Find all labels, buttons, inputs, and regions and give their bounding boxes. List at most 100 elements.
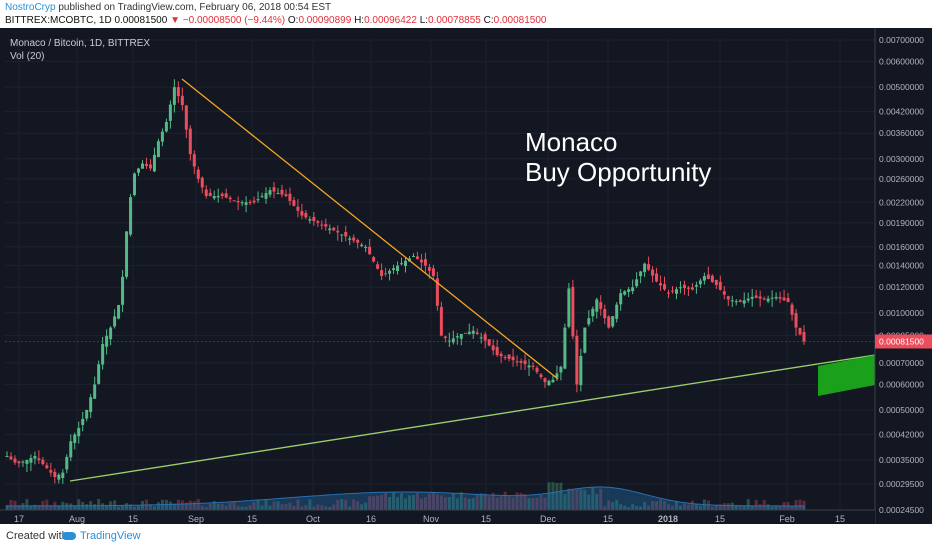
volume-bar [611, 502, 615, 510]
candle-body [611, 316, 615, 327]
volume-bar [531, 497, 535, 510]
volume-bar [686, 504, 690, 510]
candle-body [790, 304, 794, 315]
candle-body [260, 196, 264, 198]
candle-body [156, 141, 160, 158]
candle-body [81, 418, 85, 425]
candle-body [360, 244, 364, 247]
candle-body [463, 332, 467, 334]
candle-body [204, 189, 208, 197]
volume-bar [527, 498, 531, 510]
candle-body [659, 283, 663, 286]
volume-bar [746, 499, 750, 510]
volume-bar [595, 493, 599, 510]
volume-bar [639, 506, 643, 510]
candle-body [415, 256, 419, 260]
candle-body [376, 264, 380, 269]
volume-bar [563, 494, 567, 510]
candle-body [368, 246, 372, 255]
candle-body [770, 297, 774, 299]
candle-body [519, 361, 523, 363]
volume-bar [220, 503, 224, 510]
volume-bar [392, 492, 396, 510]
candle-body [117, 305, 121, 319]
candle-body [515, 361, 519, 363]
price-tick-label: 0.00300000 [879, 154, 924, 164]
volume-bar [758, 504, 762, 510]
candle-body [380, 270, 384, 277]
volume-bar [137, 506, 141, 510]
candle-body [224, 193, 228, 198]
author-link[interactable]: NostroCryp [5, 2, 56, 13]
candle-body [495, 346, 499, 356]
candle-body [49, 470, 53, 473]
candle-body [272, 187, 276, 192]
candle-body [599, 302, 603, 309]
time-tick-label: Dec [540, 514, 557, 524]
candle-body [41, 459, 45, 465]
candle-body [216, 196, 220, 198]
candle-body [411, 255, 415, 257]
chart-area[interactable]: 0.00700000 0.00600000 0.00500000 0.00420000… [0, 28, 932, 524]
volume-bar [431, 492, 435, 510]
volume-bar [507, 496, 511, 510]
candle-body [531, 365, 535, 367]
volume-bar [284, 503, 288, 510]
candle-body [483, 334, 487, 341]
candle-body [467, 331, 471, 335]
volume-bar [192, 501, 196, 510]
candle-body [228, 197, 232, 200]
candle-body [404, 260, 407, 267]
candle-body [459, 333, 463, 339]
price-axis: 0.00700000 0.00600000 0.00500000 0.00420000… [874, 28, 932, 524]
volume-bar [635, 505, 639, 510]
candle-body [575, 335, 579, 385]
candle-body [419, 259, 423, 263]
volume-bar [228, 502, 232, 510]
candlestick-chart[interactable]: 0.00700000 0.00600000 0.00500000 0.00420000… [0, 28, 932, 524]
candle-body [109, 327, 113, 340]
volume-bar [495, 497, 499, 510]
candle-body [13, 458, 17, 463]
volume-bar [396, 497, 400, 510]
candle-body [29, 458, 33, 463]
volume-bar [300, 506, 304, 510]
volume-bar [384, 493, 388, 510]
candle-body [208, 192, 212, 197]
buy-zone-box [818, 355, 875, 396]
volume-bar [802, 500, 806, 510]
candle-body [631, 287, 635, 292]
volume-bar [499, 496, 503, 510]
volume-bar [543, 497, 547, 510]
volume-bar [348, 506, 352, 510]
candle-body [738, 300, 742, 303]
volume-bar [467, 498, 471, 510]
volume-bar [471, 498, 475, 510]
candle-body [627, 289, 631, 292]
volume-bar [69, 503, 73, 510]
annotation-subtitle: Buy Opportunity [525, 157, 711, 187]
volume-bar [451, 493, 455, 510]
candle-body [455, 336, 459, 338]
volume-bar [248, 505, 252, 510]
volume-bar [599, 488, 603, 510]
volume-bar [292, 505, 296, 510]
time-tick-label: 15 [247, 514, 257, 524]
volume-bar [93, 504, 97, 510]
high-label: H: [354, 15, 365, 26]
volume-bar [647, 505, 651, 510]
candle-body [786, 298, 790, 303]
volume-bar [272, 501, 276, 510]
volume-bar [627, 506, 631, 510]
candle-body [543, 378, 547, 383]
candle-body [212, 196, 216, 199]
tradingview-logo[interactable]: TradingView [80, 530, 141, 542]
volume-bar [180, 500, 184, 510]
volume-bar [356, 501, 360, 510]
candle-body [264, 193, 268, 199]
volume-bar [232, 501, 236, 510]
candle-body [244, 202, 248, 205]
volume-bar [678, 505, 682, 510]
change-down-icon: ▼ [170, 15, 180, 26]
candle-body [698, 280, 702, 285]
